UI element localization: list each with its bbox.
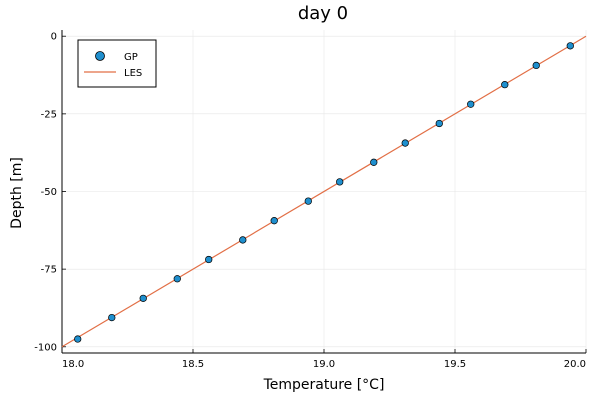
data-point-gp-8 — [336, 178, 344, 186]
x-axis-label: Temperature [°C] — [263, 377, 385, 393]
y-tick-label-1: -25 — [41, 109, 57, 120]
data-point-gp-7 — [304, 197, 312, 205]
x-tick-label-4: 20.0 — [564, 359, 586, 370]
data-point-gp-5 — [239, 236, 247, 244]
y-axis-ticks: 0 -25 -50 -75 -100 — [34, 32, 66, 353]
chart-title: day 0 — [298, 3, 348, 24]
x-tick-label-3: 19.5 — [444, 359, 466, 370]
data-point-gp-10 — [401, 139, 409, 147]
series-line-les — [61, 35, 587, 348]
data-point-gp-0 — [74, 335, 82, 343]
y-axis-label: Depth [m] — [9, 157, 25, 229]
legend-box — [77, 39, 157, 88]
legend-marker-gp — [95, 51, 105, 61]
x-tick-label-0: 18.0 — [62, 359, 84, 370]
data-point-gp-15 — [566, 42, 574, 50]
data-point-gp-2 — [139, 294, 147, 302]
legend: GP LES — [77, 39, 157, 88]
data-point-gp-4 — [205, 255, 213, 264]
data-point-gp-13 — [501, 81, 509, 89]
y-tick-label-4: -100 — [34, 342, 57, 353]
legend-label-gp: GP — [124, 52, 138, 63]
grid-lines — [61, 30, 587, 353]
data-point-gp-1 — [108, 313, 116, 322]
y-tick-label-3: -75 — [41, 265, 57, 276]
data-point-gp-3 — [173, 275, 181, 283]
y-tick-label-2: -50 — [41, 187, 57, 198]
x-tick-label-2: 19.0 — [313, 359, 335, 370]
x-tick-label-1: 18.5 — [182, 359, 204, 370]
data-point-gp-9 — [370, 158, 378, 166]
x-axis-ticks: 18.0 18.5 19.0 19.5 20.0 — [61, 349, 587, 370]
data-point-gp-11 — [435, 119, 443, 128]
legend-label-les: LES — [124, 68, 142, 79]
data-point-gp-14 — [532, 61, 540, 70]
series-layer — [61, 35, 587, 348]
data-point-gp-12 — [467, 100, 475, 108]
y-tick-label-0: 0 — [51, 32, 57, 43]
data-point-gp-6 — [270, 217, 278, 225]
